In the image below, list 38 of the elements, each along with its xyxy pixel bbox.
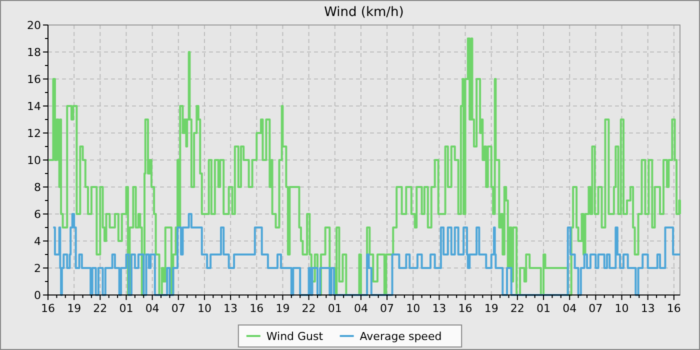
x-tick-label: 13 xyxy=(224,302,238,315)
x-tick-label: 19 xyxy=(276,302,290,315)
x-tick-label: 16 xyxy=(250,302,264,315)
y-tick-label: 20 xyxy=(27,18,41,32)
x-tick-label: 16 xyxy=(458,302,472,315)
x-tick-label: 01 xyxy=(119,302,134,315)
x-tick-label: 07 xyxy=(171,302,186,315)
x-tick-label: 10 xyxy=(406,302,420,315)
y-tick-label: 16 xyxy=(27,72,41,86)
x-tick-label: 13 xyxy=(640,302,655,315)
x-tick-label: 07 xyxy=(380,302,394,315)
x-tick-label: 04 xyxy=(562,302,577,315)
y-tick-label: 12 xyxy=(27,126,41,140)
y-tick-label: 14 xyxy=(27,100,41,113)
x-tick-label: 22 xyxy=(93,302,108,315)
legend-label: Wind Gust xyxy=(266,330,324,343)
y-tick-label: 0 xyxy=(34,288,41,302)
x-tick-label: 10 xyxy=(197,302,212,315)
y-tick-label: 10 xyxy=(27,154,41,167)
x-tick-label: 07 xyxy=(588,302,603,315)
x-tick-label: 04 xyxy=(354,302,368,315)
legend-label: Average speed xyxy=(360,330,442,343)
x-tick-label: 16 xyxy=(666,302,681,315)
y-tick-label: 2 xyxy=(34,262,41,275)
x-tick-label: 22 xyxy=(302,302,316,315)
x-tick-label: 04 xyxy=(145,302,160,315)
x-tick-label: 01 xyxy=(536,302,551,315)
y-tick-label: 18 xyxy=(27,46,41,59)
y-tick-label: 6 xyxy=(34,208,41,221)
x-tick-label: 22 xyxy=(510,302,524,315)
x-tick-label: 19 xyxy=(67,302,82,315)
chart-title: Wind (km/h) xyxy=(324,5,404,20)
y-tick-label: 8 xyxy=(34,180,41,194)
y-tick-label: 4 xyxy=(34,234,41,248)
x-tick-label: 13 xyxy=(432,302,446,315)
x-tick-label: 10 xyxy=(614,302,629,315)
x-tick-label: 01 xyxy=(328,302,342,315)
x-tick-label: 19 xyxy=(484,302,498,315)
